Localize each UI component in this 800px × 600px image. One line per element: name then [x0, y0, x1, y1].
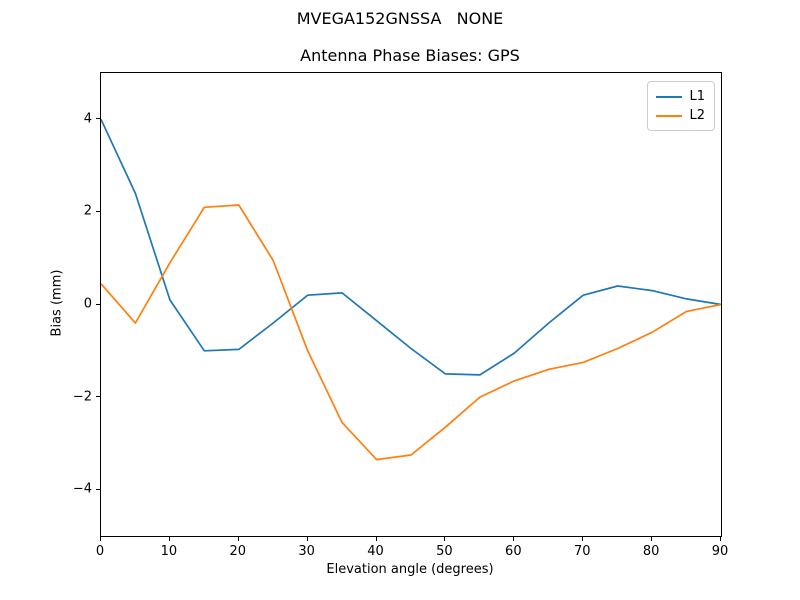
- y-tick-mark: [95, 118, 100, 120]
- series-line-L1: [101, 118, 721, 376]
- legend-line-swatch-L2: [656, 114, 683, 117]
- x-tick-label: 70: [573, 544, 591, 559]
- x-tick-mark: [513, 536, 515, 541]
- x-tick-label: 10: [160, 544, 178, 559]
- x-tick-label: 50: [436, 544, 453, 559]
- x-tick-mark: [237, 536, 239, 541]
- figure-suptitle: MVEGA152GNSSA NONE: [296, 9, 504, 28]
- chart-canvas: [101, 118, 721, 461]
- x-tick-label: 60: [505, 544, 522, 559]
- legend-line-swatch-L1: [656, 95, 683, 98]
- y-tick-label: 0: [83, 296, 92, 312]
- legend-entry-L1: L1: [656, 87, 705, 106]
- series-line-L2: [101, 204, 721, 461]
- y-tick-label: −2: [72, 389, 92, 405]
- x-tick-mark: [651, 536, 653, 541]
- x-tick-mark: [306, 536, 308, 541]
- x-tick-label: 0: [95, 544, 105, 559]
- plot-area: L1 L2: [100, 72, 722, 537]
- x-tick-mark: [720, 536, 721, 541]
- x-tick-label: 40: [367, 544, 384, 559]
- x-tick-label: 90: [711, 544, 729, 559]
- y-tick-label: 4: [83, 111, 92, 127]
- legend-entry-L2: L2: [656, 106, 705, 125]
- y-tick-mark: [95, 396, 100, 398]
- chart-title: Antenna Phase Biases: GPS: [300, 46, 520, 65]
- y-tick-label: −4: [72, 481, 92, 497]
- x-tick-mark: [582, 536, 584, 541]
- legend-label: L2: [689, 108, 705, 123]
- x-axis-label: Elevation angle (degrees): [326, 562, 494, 577]
- y-tick-mark: [95, 488, 100, 490]
- x-tick-mark: [100, 536, 101, 541]
- legend-label: L1: [689, 89, 705, 104]
- x-tick-mark: [168, 536, 170, 541]
- x-tick-label: 80: [642, 544, 660, 559]
- legend: L1 L2: [647, 81, 715, 131]
- y-tick-label: 2: [83, 203, 92, 219]
- x-tick-mark: [444, 536, 446, 541]
- x-tick-label: 30: [298, 544, 315, 559]
- y-tick-mark: [95, 210, 100, 212]
- x-tick-mark: [375, 536, 377, 541]
- y-tick-mark: [95, 303, 100, 305]
- x-tick-label: 20: [229, 544, 247, 559]
